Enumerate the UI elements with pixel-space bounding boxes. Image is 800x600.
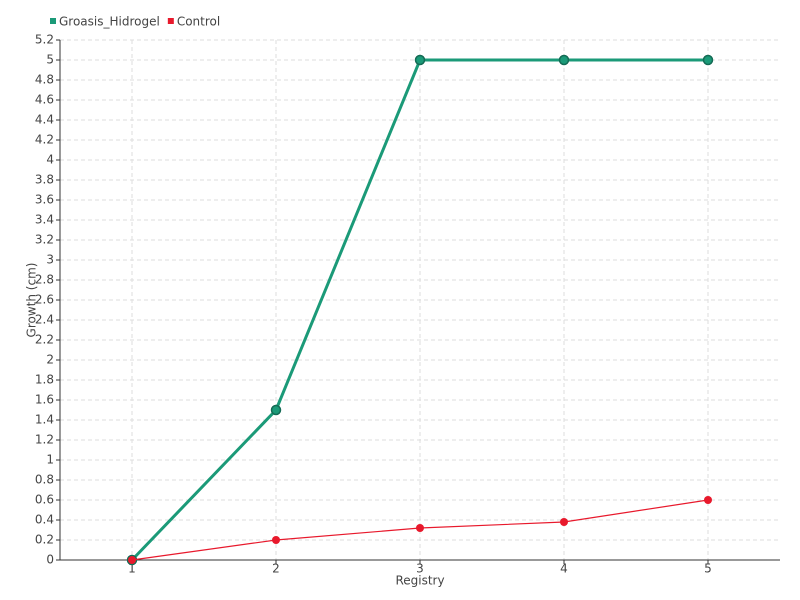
y-tick-label: 4.8	[35, 73, 54, 87]
y-tick-label: 0	[46, 553, 54, 567]
y-tick-label: 2.6	[35, 293, 54, 307]
y-tick-label: 3.2	[35, 233, 54, 247]
y-tick-label: 4	[46, 153, 54, 167]
y-tick-label: 3	[46, 253, 54, 267]
data-point	[558, 54, 570, 66]
legend-swatch	[167, 18, 174, 24]
y-tick-label: 2.4	[35, 313, 54, 327]
y-tick-label: 2.2	[35, 333, 54, 347]
legend-label: Control	[177, 15, 220, 29]
y-tick-label: 0.6	[35, 493, 54, 507]
x-tick-label: 3	[416, 562, 424, 576]
data-point	[702, 54, 714, 66]
y-tick-label: 2	[46, 353, 54, 367]
y-tick-label: 5	[46, 53, 54, 67]
y-tick-label: 1.6	[35, 393, 54, 407]
y-tick-label: 4.2	[35, 133, 54, 147]
x-tick-label: 5	[704, 562, 712, 576]
data-point	[704, 496, 712, 504]
x-axis-label: Registry	[395, 574, 444, 588]
data-point	[128, 556, 136, 564]
y-tick-label: 1.4	[35, 413, 54, 427]
data-point	[272, 536, 280, 544]
y-tick-label: 1.8	[35, 373, 54, 387]
y-tick-label: 1	[46, 453, 54, 467]
y-tick-label: 4.6	[35, 93, 54, 107]
y-tick-label: 0.4	[35, 513, 54, 527]
y-tick-label: 4.4	[35, 113, 54, 127]
y-tick-label: 0.2	[35, 533, 54, 547]
data-point	[414, 54, 426, 66]
x-tick-label: 2	[272, 562, 280, 576]
y-axis-label: Growth (cm)	[25, 263, 39, 338]
legend-label: Groasis_Hidrogel	[59, 15, 160, 29]
data-point	[270, 404, 282, 416]
y-tick-label: 2.8	[35, 273, 54, 287]
x-tick-label: 4	[560, 562, 568, 576]
y-tick-label: 3.4	[35, 213, 54, 227]
y-tick-label: 3.6	[35, 193, 54, 207]
y-tick-label: 3.8	[35, 173, 54, 187]
y-tick-label: 5.2	[35, 33, 54, 47]
data-point	[560, 518, 568, 526]
y-tick-label: 1.2	[35, 433, 54, 447]
legend-swatch	[50, 18, 56, 24]
y-tick-label: 0.8	[35, 473, 54, 487]
data-point	[416, 524, 424, 532]
x-tick-label: 1	[128, 562, 136, 576]
